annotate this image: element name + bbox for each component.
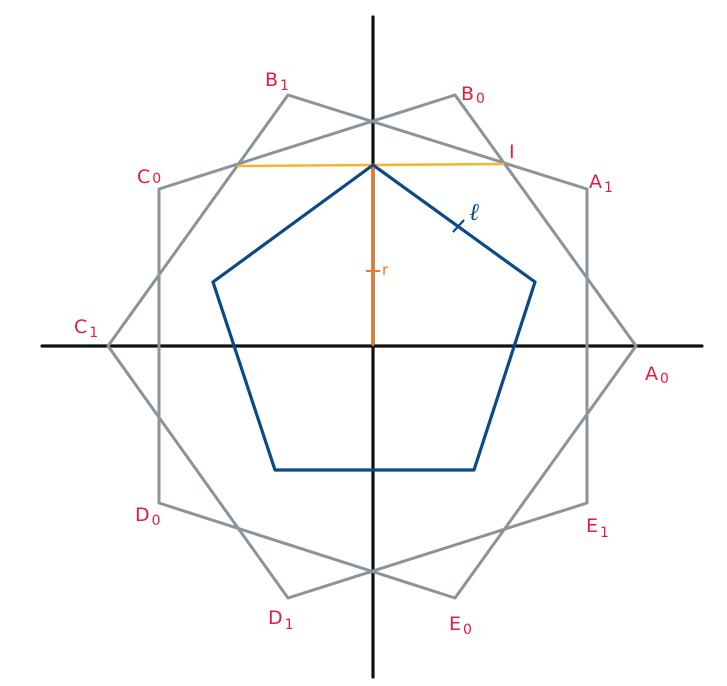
label-r: r <box>382 261 389 279</box>
label-I: I <box>509 141 515 163</box>
label-side-l: ℓ <box>469 198 479 226</box>
inner-pentagon <box>211 163 537 472</box>
pentagon-0 <box>157 93 638 600</box>
side-tick <box>452 219 465 233</box>
pentagon-1 <box>106 93 589 600</box>
